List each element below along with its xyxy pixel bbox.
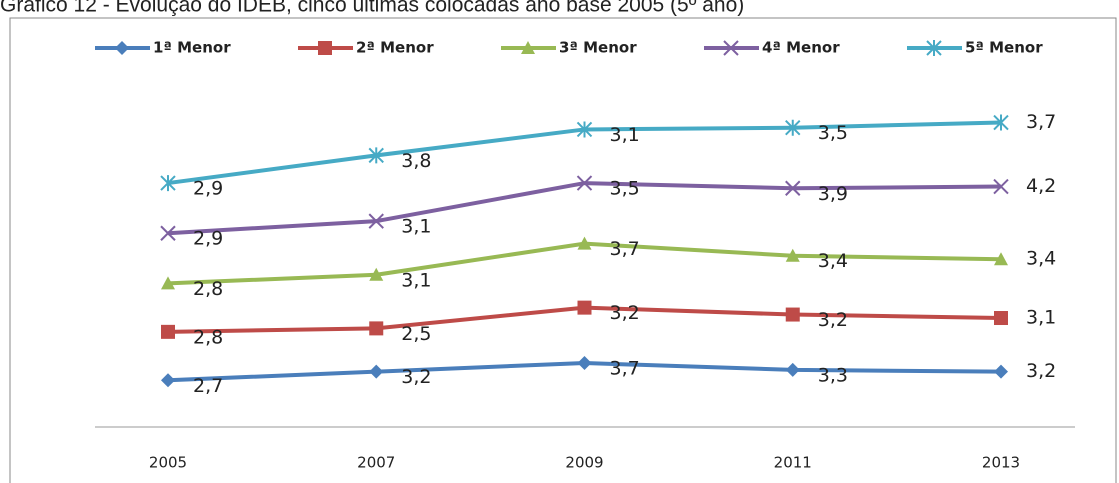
marker	[161, 324, 175, 339]
marker	[115, 41, 129, 55]
data-label: 3,1	[1026, 307, 1056, 329]
marker-shape	[994, 364, 1008, 379]
data-label: 3,5	[610, 178, 640, 200]
marker-shape	[160, 175, 176, 192]
data-label: 2,5	[401, 323, 431, 345]
data-label: 3,7	[610, 357, 640, 379]
marker-shape	[785, 362, 800, 377]
marker-shape	[115, 41, 129, 55]
marker	[785, 307, 800, 322]
marker-shape	[577, 355, 592, 370]
data-label: 3,2	[401, 366, 431, 388]
x-tick-label: 2007	[357, 454, 395, 472]
marker	[369, 267, 384, 281]
data-label: 3,2	[1026, 360, 1056, 382]
marker-shape	[369, 267, 384, 281]
chart-frame	[9, 17, 1117, 483]
marker-shape	[785, 180, 801, 196]
marker-shape	[577, 236, 592, 250]
x-tick-label: 2005	[149, 454, 187, 472]
data-label: 2,9	[193, 178, 223, 200]
data-label: 3,1	[610, 124, 640, 146]
marker-shape	[368, 213, 384, 229]
marker-shape	[160, 225, 176, 241]
marker-shape	[368, 147, 384, 164]
data-label: 3,7	[1026, 111, 1056, 133]
legend-label: 5ª Menor	[965, 39, 1043, 57]
marker-shape	[785, 248, 800, 262]
marker-shape	[577, 300, 592, 315]
data-label: 2,8	[193, 326, 223, 348]
marker	[369, 321, 384, 336]
data-label: 3,2	[610, 302, 640, 324]
marker	[993, 178, 1009, 195]
marker-shape	[576, 121, 593, 138]
data-label: 4,2	[1026, 175, 1056, 197]
data-label: 3,4	[818, 250, 848, 272]
marker	[318, 41, 332, 55]
legend-label: 3ª Menor	[559, 39, 637, 57]
marker	[368, 147, 384, 164]
marker	[994, 252, 1008, 266]
marker	[785, 180, 801, 196]
marker	[994, 364, 1008, 379]
marker-shape	[576, 175, 593, 191]
x-tick-label: 2009	[565, 454, 603, 472]
marker	[368, 213, 384, 229]
marker	[521, 41, 535, 54]
marker	[160, 175, 176, 192]
data-label: 3,1	[401, 216, 431, 238]
legend-label: 1ª Menor	[153, 39, 231, 57]
data-label: 2,9	[193, 228, 223, 250]
marker	[785, 119, 801, 136]
marker-shape	[369, 364, 384, 379]
marker	[785, 362, 800, 377]
legend-label: 4ª Menor	[762, 39, 840, 57]
marker	[577, 236, 592, 250]
data-label: 2,8	[193, 278, 223, 300]
marker-shape	[521, 41, 535, 54]
marker-shape	[318, 41, 332, 55]
marker-shape	[994, 252, 1008, 266]
marker-shape	[723, 40, 739, 56]
marker-shape	[994, 311, 1008, 326]
marker	[576, 121, 593, 138]
data-label: 3,4	[1026, 248, 1056, 270]
data-label: 3,1	[401, 269, 431, 291]
marker	[369, 364, 384, 379]
marker	[576, 175, 593, 191]
marker	[577, 300, 592, 315]
data-label: 3,7	[610, 238, 640, 260]
marker	[577, 355, 592, 370]
x-tick-label: 2013	[982, 454, 1020, 472]
marker	[785, 248, 800, 262]
marker-shape	[369, 321, 384, 336]
data-label: 3,8	[401, 150, 431, 172]
marker	[993, 114, 1009, 131]
marker	[161, 276, 175, 290]
data-label: 3,2	[818, 309, 848, 331]
marker-shape	[993, 178, 1009, 195]
chart-title: Gráfico 12 - Evolução do IDEB, cinco últ…	[0, 0, 744, 17]
data-label: 2,7	[193, 375, 223, 397]
marker-shape	[161, 373, 175, 388]
data-label: 3,3	[818, 364, 848, 386]
marker-shape	[993, 114, 1009, 131]
marker-shape	[785, 307, 800, 322]
marker	[723, 40, 739, 56]
x-tick-label: 2011	[774, 454, 812, 472]
marker	[160, 225, 176, 241]
data-label: 3,9	[818, 183, 848, 205]
marker-shape	[785, 119, 801, 136]
marker-shape	[926, 40, 942, 56]
marker	[926, 40, 942, 56]
data-label: 3,5	[818, 122, 848, 144]
legend-label: 2ª Menor	[356, 39, 434, 57]
marker	[161, 373, 175, 388]
marker-shape	[161, 276, 175, 290]
marker-shape	[161, 324, 175, 339]
marker	[994, 311, 1008, 326]
